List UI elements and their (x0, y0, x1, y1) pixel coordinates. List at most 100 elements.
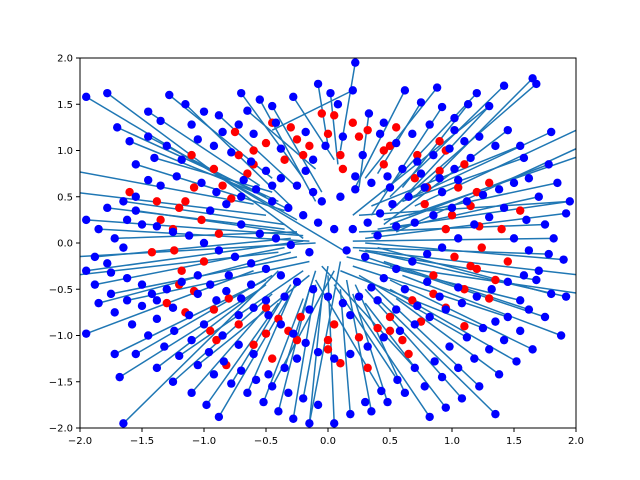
blue-point (410, 218, 419, 227)
red-point (435, 137, 444, 146)
blue-point (462, 197, 472, 206)
red-point (404, 349, 413, 359)
x-tick-label: 0.5 (382, 436, 398, 447)
red-point (177, 266, 186, 275)
red-point (296, 312, 305, 322)
blue-point (261, 264, 271, 274)
blue-point (90, 252, 100, 262)
blue-point (206, 206, 215, 215)
blue-point (435, 292, 444, 301)
blue-point (363, 218, 372, 227)
y-tick-label: 1.5 (57, 100, 73, 111)
blue-point (156, 116, 165, 126)
blue-point (494, 370, 504, 379)
blue-point (333, 100, 343, 109)
connector-line (389, 85, 505, 198)
blue-point (516, 326, 525, 336)
blue-point (305, 248, 314, 257)
x-tick-label: −0.5 (254, 436, 278, 447)
blue-point (313, 79, 323, 89)
blue-point (119, 243, 128, 252)
blue-point (475, 132, 484, 141)
blue-point (144, 331, 153, 340)
blue-point (425, 412, 434, 422)
red-point (408, 296, 417, 305)
blue-point (308, 285, 318, 294)
y-axis: −2.0 −1.5 −1.0 −0.5 0.0 0.5 1.0 1.5 2.0 (49, 54, 80, 435)
red-point (152, 197, 162, 206)
connector-line (408, 156, 576, 216)
blue-point (284, 203, 293, 213)
blue-point (544, 249, 553, 259)
connector-line (389, 279, 533, 351)
blue-point (383, 397, 392, 407)
x-tick-label: −1.0 (192, 436, 216, 447)
blue-point (400, 388, 410, 398)
blue-point (144, 132, 153, 141)
blue-point (503, 125, 512, 135)
blue-point (313, 347, 323, 357)
blue-point (379, 333, 388, 342)
blue-point (122, 296, 132, 305)
blue-point (264, 370, 273, 379)
blue-point (212, 187, 221, 197)
blue-point (410, 363, 419, 373)
red-point (477, 243, 486, 252)
x-axis: −2.0 −1.5 −1.0 −0.5 0.0 0.5 1.0 1.5 2.0 (68, 428, 584, 447)
connector-line (383, 129, 509, 226)
blue-point (367, 407, 376, 416)
red-point (305, 141, 314, 151)
blue-point (385, 183, 395, 192)
blue-point (408, 129, 417, 139)
blue-point (561, 209, 571, 218)
blue-point (326, 88, 335, 98)
blue-point (540, 220, 550, 229)
blue-point (400, 285, 410, 294)
blue-point (416, 98, 426, 107)
blue-point (532, 275, 541, 285)
blue-point (103, 203, 112, 213)
blue-point (165, 90, 174, 100)
blue-point (219, 357, 229, 366)
red-point (460, 160, 469, 169)
red-point (209, 164, 219, 174)
blue-point (330, 419, 339, 428)
red-point (261, 303, 271, 312)
blue-point (379, 118, 388, 127)
blue-point (338, 298, 348, 308)
blue-point (184, 310, 194, 320)
connector-line (358, 249, 537, 281)
connector-line (352, 246, 549, 255)
blue-point (524, 305, 534, 314)
blue-point (106, 268, 116, 277)
red-point (348, 118, 357, 127)
blue-point (261, 296, 271, 305)
blue-point (313, 218, 323, 227)
blue-point (420, 382, 429, 391)
blue-point (94, 224, 103, 234)
blue-point (532, 79, 541, 89)
blue-point (137, 301, 147, 311)
blue-point (230, 252, 240, 262)
blue-point (423, 277, 432, 287)
blue-point (280, 363, 289, 373)
blue-point (392, 264, 401, 274)
connector-line (135, 163, 285, 212)
blue-point (512, 357, 521, 366)
blue-point (261, 166, 271, 176)
blue-point (354, 292, 364, 301)
blue-point (388, 199, 397, 209)
blue-point (321, 141, 330, 151)
blue-point (565, 197, 574, 206)
blue-point (522, 215, 531, 225)
blue-point (445, 144, 454, 153)
blue-point (308, 187, 318, 197)
blue-point (301, 127, 310, 137)
blue-point (435, 174, 444, 183)
blue-point (251, 375, 261, 385)
red-point (175, 203, 184, 213)
blue-point (224, 271, 233, 280)
blue-point (292, 277, 302, 287)
blue-point (187, 335, 196, 345)
blue-point (82, 329, 91, 338)
